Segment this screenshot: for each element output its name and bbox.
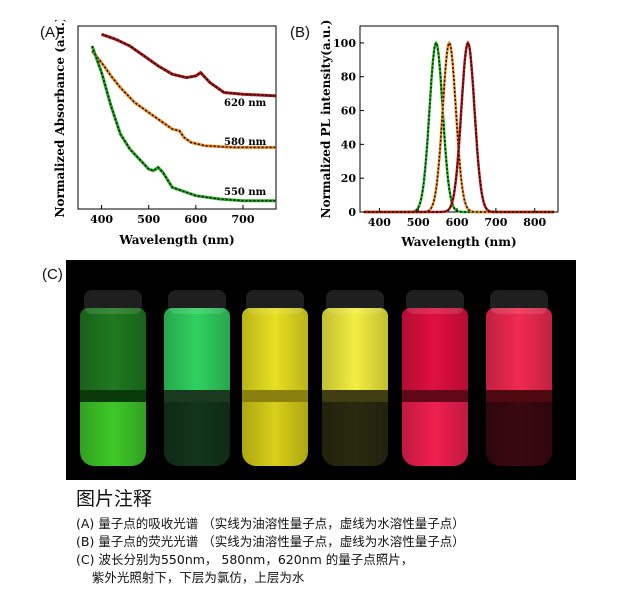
caption-line-b: (B) 量子点的荧光光谱 （实线为油溶性量子点，虚线为水溶性量子点） — [76, 534, 465, 549]
y-tick-label-b: 80 — [341, 71, 357, 84]
x-tick-label-b: 700 — [484, 216, 507, 229]
y-tick-label-b: 60 — [341, 105, 357, 118]
x-tick-label-a: 400 — [90, 213, 113, 226]
vial-6 — [486, 290, 552, 466]
vial-interface — [80, 390, 146, 402]
vial-1 — [80, 290, 146, 466]
absorbance-series-0 — [101, 32, 277, 98]
absorbance-chart: 400 500 600 700 620 nm 580 nm 550 nm Wavele… — [53, 20, 277, 247]
y-tick-label-b: 40 — [341, 138, 357, 151]
vial-4 — [322, 290, 388, 466]
y-axis-label-a: Normalized Absorbance (a.u.) — [53, 20, 67, 217]
annotation-550: 550 nm — [224, 187, 267, 198]
y-tick-label-b: 100 — [333, 37, 356, 50]
panel-label-c: (C) — [42, 266, 63, 283]
x-axis-label-b: Wavelength (nm) — [400, 235, 516, 249]
vial-lower-layer — [486, 402, 552, 466]
caption-line-c1: (C) 波长分别为550nm， 580nm，620nm 的量子点照片， — [76, 552, 414, 567]
pl-series-2 — [363, 40, 555, 214]
vial-cap — [326, 290, 384, 314]
x-tick-label-b: 800 — [523, 216, 546, 229]
caption-title: 图片注释 — [76, 488, 153, 510]
vial-3 — [242, 290, 308, 466]
vial-cap — [406, 290, 464, 314]
vial-upper-layer — [486, 308, 552, 396]
vial-lower-layer — [322, 402, 388, 466]
vial-upper-layer — [164, 308, 230, 396]
vial-interface — [402, 390, 468, 402]
x-tick-label-b: 500 — [407, 216, 430, 229]
panel-label-b: (B) — [290, 24, 310, 41]
plot-frame-a — [77, 25, 277, 210]
y-tick-label-b: 20 — [341, 172, 357, 185]
pl-chart: 400 500 600 700 800 0 20 40 60 80 100 Wavelength (… — [319, 20, 559, 249]
vial-interface — [486, 390, 552, 402]
annotation-620: 620 nm — [224, 98, 267, 109]
vial-lower-layer — [242, 402, 308, 466]
annotation-580: 580 nm — [224, 137, 267, 148]
vial-5 — [402, 290, 468, 466]
quantum-dot-vials-photo — [66, 260, 576, 480]
vial-upper-layer — [402, 308, 468, 396]
vial-interface — [242, 390, 308, 402]
vial-cap — [84, 290, 142, 314]
vial-upper-layer — [242, 308, 308, 396]
absorbance-series-2 — [90, 45, 276, 203]
caption-line-c2: 紫外光照射下，下层为氯仿，上层为水 — [76, 570, 305, 585]
plot-frame-b — [359, 25, 559, 213]
vial-lower-layer — [164, 402, 230, 466]
x-tick-label-a: 500 — [137, 213, 160, 226]
pl-series-dotted-2 — [363, 41, 555, 213]
absorbance-series-dotted-2 — [91, 45, 276, 202]
absorbance-series-dotted-1 — [91, 50, 276, 149]
vial-lower-layer — [80, 402, 146, 466]
vial-upper-layer — [80, 308, 146, 396]
vial-upper-layer — [322, 308, 388, 396]
x-axis-label-a: Wavelength (nm) — [118, 233, 234, 247]
vial-cap — [490, 290, 548, 314]
vial-interface — [164, 390, 230, 402]
vial-interface — [322, 390, 388, 402]
figure-caption: 图片注释 (A) 量子点的吸收光谱 （实线为油溶性量子点，虚线为水溶性量子点） … — [76, 484, 596, 587]
x-tick-label-b: 600 — [446, 216, 469, 229]
vial-cap — [168, 290, 226, 314]
vial-2 — [164, 290, 230, 466]
y-tick-label-b: 0 — [348, 206, 356, 219]
x-tick-label-a: 600 — [184, 213, 207, 226]
x-tick-label-b: 400 — [368, 216, 391, 229]
caption-line-a: (A) 量子点的吸收光谱 （实线为油溶性量子点，虚线为水溶性量子点） — [76, 516, 465, 531]
vial-cap — [246, 290, 304, 314]
vial-lower-layer — [402, 402, 468, 466]
absorbance-series-dotted-0 — [101, 33, 277, 97]
panel-label-a: (A) — [40, 24, 60, 41]
x-tick-label-a: 700 — [232, 213, 255, 226]
y-axis-label-b: Normalized PL intensity(a.u.) — [319, 20, 333, 218]
